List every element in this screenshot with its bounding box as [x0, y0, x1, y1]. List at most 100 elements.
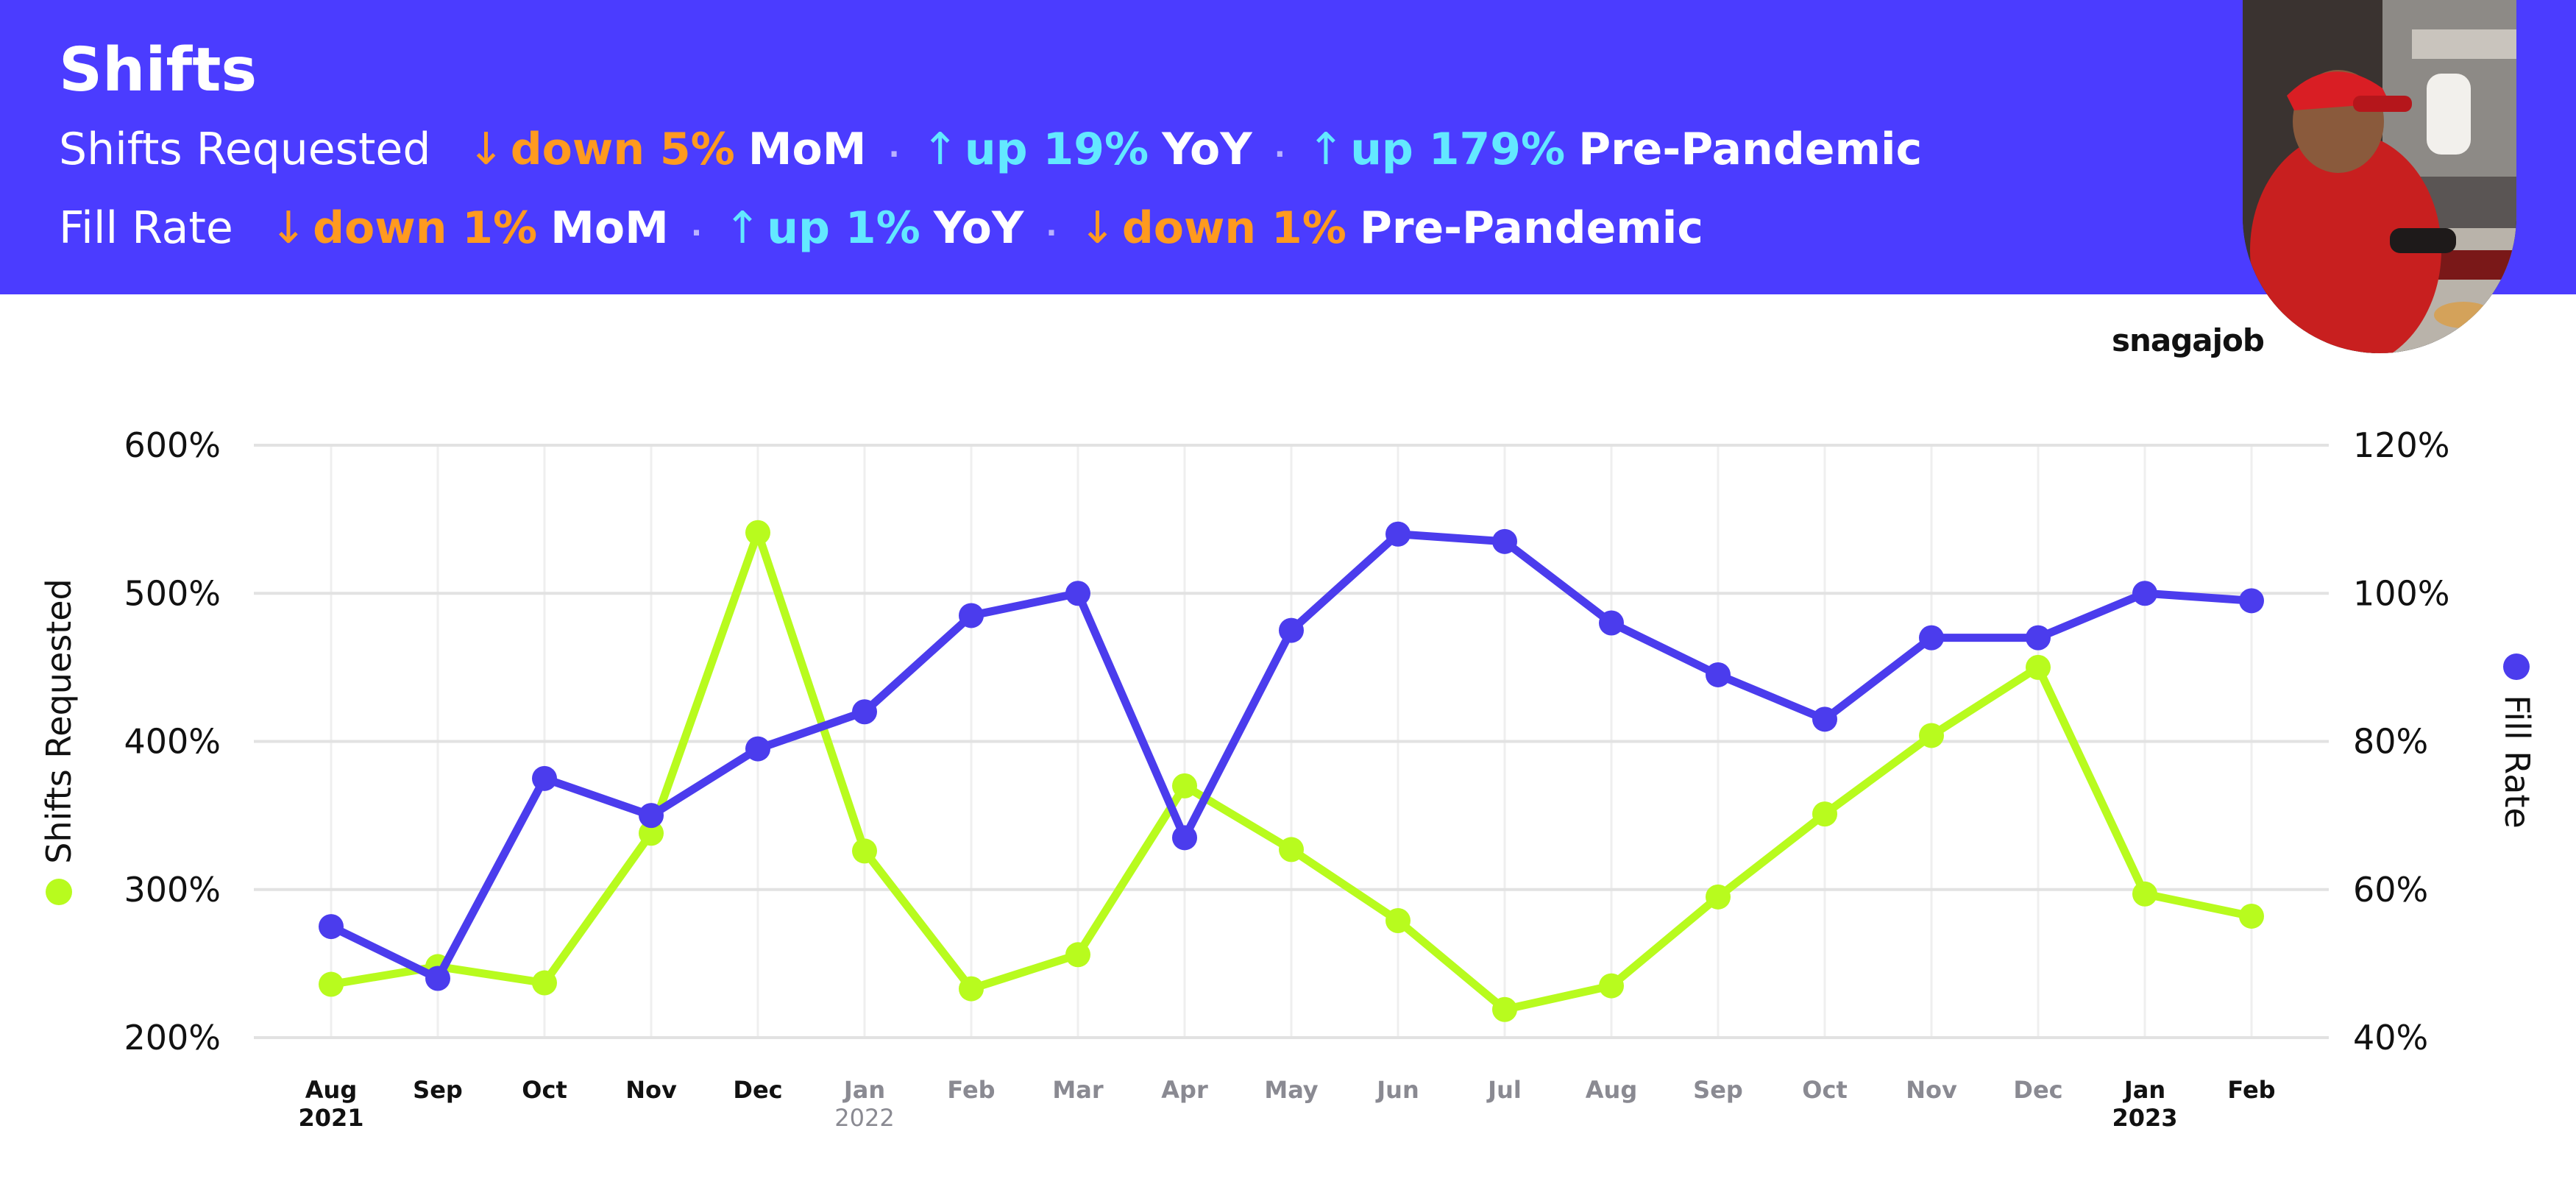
- data-point: [1065, 581, 1090, 606]
- right-tick-label: 100%: [2353, 573, 2450, 613]
- right-tick-label: 40%: [2353, 1018, 2428, 1057]
- left-tick-label: 500%: [124, 573, 221, 613]
- x-tick-label: Oct: [1802, 1076, 1847, 1104]
- page-title: Shifts: [59, 35, 258, 105]
- x-tick-label: Feb: [2227, 1076, 2275, 1104]
- stat-down: ↓ down 1% MoM: [270, 202, 669, 254]
- shifts-requested-stats: Shifts Requested ↓ down 5% MoM · ↑ up 19% YoY · ↑…: [59, 124, 1922, 175]
- data-point: [532, 970, 557, 996]
- series-fill-rate: [319, 521, 2264, 991]
- stat-period: MoM: [748, 124, 867, 175]
- data-point: [2239, 588, 2264, 614]
- stat-row-label: Fill Rate: [59, 202, 233, 254]
- right-tick-label: 120%: [2353, 425, 2450, 465]
- x-tick-label: Oct: [522, 1076, 567, 1104]
- fill-rate-stats: Fill Rate ↓ down 1% MoM · ↑ up 1% YoY · ↓ down 1% P…: [59, 202, 1703, 254]
- stat-value: up 19%: [964, 124, 1149, 175]
- data-point: [1172, 773, 1197, 798]
- left-tick-label: 200%: [124, 1018, 221, 1057]
- data-point: [1492, 996, 1517, 1022]
- data-point: [425, 966, 450, 991]
- stat-period: YoY: [933, 202, 1024, 254]
- data-point: [1385, 521, 1411, 547]
- data-point: [1919, 723, 1944, 748]
- arrow-down-icon: ↓: [467, 124, 505, 175]
- data-point: [1919, 625, 1944, 651]
- x-tick-label: Mar: [1052, 1076, 1103, 1104]
- x-tick-label: Jan: [2123, 1076, 2165, 1104]
- data-point: [1065, 942, 1090, 968]
- stat-value: down 5%: [510, 124, 735, 175]
- data-point: [1812, 706, 1837, 732]
- x-tick-label: Nov: [625, 1076, 677, 1104]
- snagajob-logo: snagajob: [2112, 322, 2265, 358]
- stat-row-label: Shifts Requested: [59, 124, 431, 175]
- x-tick-year-label: 2021: [298, 1104, 363, 1132]
- right-tick-label: 80%: [2353, 722, 2428, 762]
- x-tick-label: Nov: [1906, 1076, 1957, 1104]
- axis-titles: Shifts Requested Fill Rate: [39, 578, 2537, 905]
- stat-down: ↓ down 1% Pre-Pandemic: [1079, 202, 1703, 254]
- stat-period: MoM: [550, 202, 669, 254]
- x-tick-label: Dec: [733, 1076, 782, 1104]
- data-point: [959, 603, 984, 628]
- stat-period: Pre-Pandemic: [1578, 124, 1923, 175]
- data-point: [1706, 884, 1731, 910]
- x-tick-year-label: 2022: [834, 1104, 894, 1132]
- arrow-down-icon: ↓: [1079, 202, 1116, 254]
- stat-separator: ·: [888, 138, 900, 171]
- data-point: [1279, 837, 1304, 862]
- x-tick-label: Jul: [1486, 1076, 1522, 1104]
- stat-value: down 1%: [1121, 202, 1346, 254]
- stat-up: ↑ up 179% Pre-Pandemic: [1307, 124, 1922, 175]
- data-point: [852, 699, 877, 725]
- data-point: [1599, 973, 1624, 999]
- data-point: [319, 914, 344, 940]
- arrow-down-icon: ↓: [269, 202, 308, 254]
- data-point: [745, 736, 770, 762]
- left-tick-label: 600%: [124, 425, 221, 465]
- stat-separator: ·: [690, 216, 703, 250]
- fill-rate-legend-marker: [2503, 653, 2530, 680]
- header-banner: Shifts Shifts Requested ↓ down 5% MoM · ↑ up 1…: [0, 0, 2576, 294]
- chart-grid: [254, 444, 2329, 1039]
- stat-period: Pre-Pandemic: [1359, 202, 1703, 254]
- stat-up: ↑ up 19% YoY: [922, 124, 1252, 175]
- arrow-up-icon: ↑: [1307, 124, 1345, 175]
- data-point: [2239, 903, 2264, 929]
- x-tick-label: Feb: [947, 1076, 995, 1104]
- data-point: [2026, 654, 2051, 680]
- series-layer: [319, 520, 2264, 1022]
- stat-period: YoY: [1162, 124, 1252, 175]
- stat-value: up 1%: [767, 202, 920, 254]
- worker-photo: [2243, 0, 2516, 353]
- left-axis-ticks: 200% 300% 400% 500% 600%: [124, 425, 221, 1057]
- data-point: [1599, 610, 1624, 636]
- data-point: [1492, 528, 1517, 554]
- x-tick-label: Dec: [2013, 1076, 2062, 1104]
- right-axis-title: Fill Rate: [2497, 695, 2537, 829]
- data-point: [959, 976, 984, 1002]
- data-point: [745, 520, 770, 545]
- data-point: [1279, 617, 1304, 643]
- stat-value: up 179%: [1350, 124, 1566, 175]
- x-tick-label: Sep: [1693, 1076, 1743, 1104]
- shifts-requested-legend-marker: [46, 879, 72, 905]
- data-point: [2132, 881, 2157, 907]
- left-tick-label: 400%: [124, 722, 221, 762]
- stat-value: down 1%: [313, 202, 538, 254]
- arrow-up-icon: ↑: [921, 124, 959, 175]
- left-tick-label: 300%: [124, 870, 221, 910]
- x-tick-label: Jan: [842, 1076, 885, 1104]
- x-tick-label: Aug: [305, 1076, 357, 1104]
- data-point: [1706, 662, 1731, 687]
- stat-separator: ·: [1046, 216, 1057, 250]
- data-point: [639, 803, 664, 829]
- right-tick-label: 60%: [2353, 870, 2428, 910]
- data-point: [2132, 581, 2157, 606]
- data-point: [532, 765, 557, 791]
- data-point: [1172, 825, 1197, 851]
- data-point: [1385, 908, 1411, 934]
